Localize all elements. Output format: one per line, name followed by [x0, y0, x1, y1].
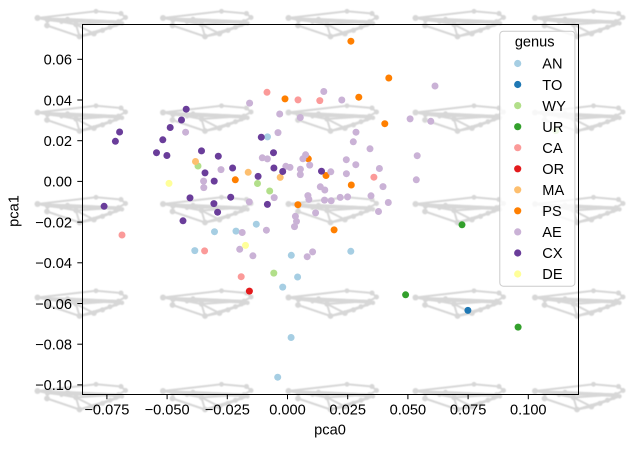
svg-text:DE: DE [542, 267, 563, 283]
svg-text:UR: UR [542, 120, 563, 136]
svg-text:−0.06: −0.06 [35, 297, 72, 313]
svg-text:AN: AN [542, 57, 562, 73]
svg-text:0.000: 0.000 [269, 403, 306, 419]
svg-text:0.06: 0.06 [44, 53, 72, 69]
svg-text:genus: genus [515, 35, 555, 51]
svg-text:0.075: 0.075 [450, 403, 487, 419]
svg-text:0.04: 0.04 [44, 93, 72, 109]
svg-text:pca0: pca0 [314, 423, 346, 439]
svg-text:CX: CX [542, 246, 563, 262]
svg-text:−0.04: −0.04 [35, 256, 72, 272]
svg-text:pca1: pca1 [7, 195, 23, 227]
svg-text:0.100: 0.100 [510, 403, 547, 419]
svg-text:0.00: 0.00 [44, 175, 72, 191]
svg-text:0.025: 0.025 [329, 403, 366, 419]
svg-text:−0.08: −0.08 [35, 338, 72, 354]
svg-text:−0.02: −0.02 [35, 215, 72, 231]
svg-text:WY: WY [542, 99, 566, 115]
svg-text:PS: PS [542, 204, 562, 220]
svg-text:−0.10: −0.10 [35, 378, 72, 394]
svg-text:−0.050: −0.050 [145, 403, 190, 419]
svg-text:−0.075: −0.075 [84, 403, 129, 419]
svg-text:−0.025: −0.025 [205, 403, 250, 419]
svg-text:TO: TO [542, 78, 562, 94]
svg-text:0.050: 0.050 [390, 403, 427, 419]
svg-text:0.02: 0.02 [44, 134, 72, 150]
svg-text:AE: AE [542, 225, 562, 241]
svg-text:CA: CA [542, 141, 563, 157]
svg-text:MA: MA [542, 183, 564, 199]
svg-text:OR: OR [542, 162, 564, 178]
